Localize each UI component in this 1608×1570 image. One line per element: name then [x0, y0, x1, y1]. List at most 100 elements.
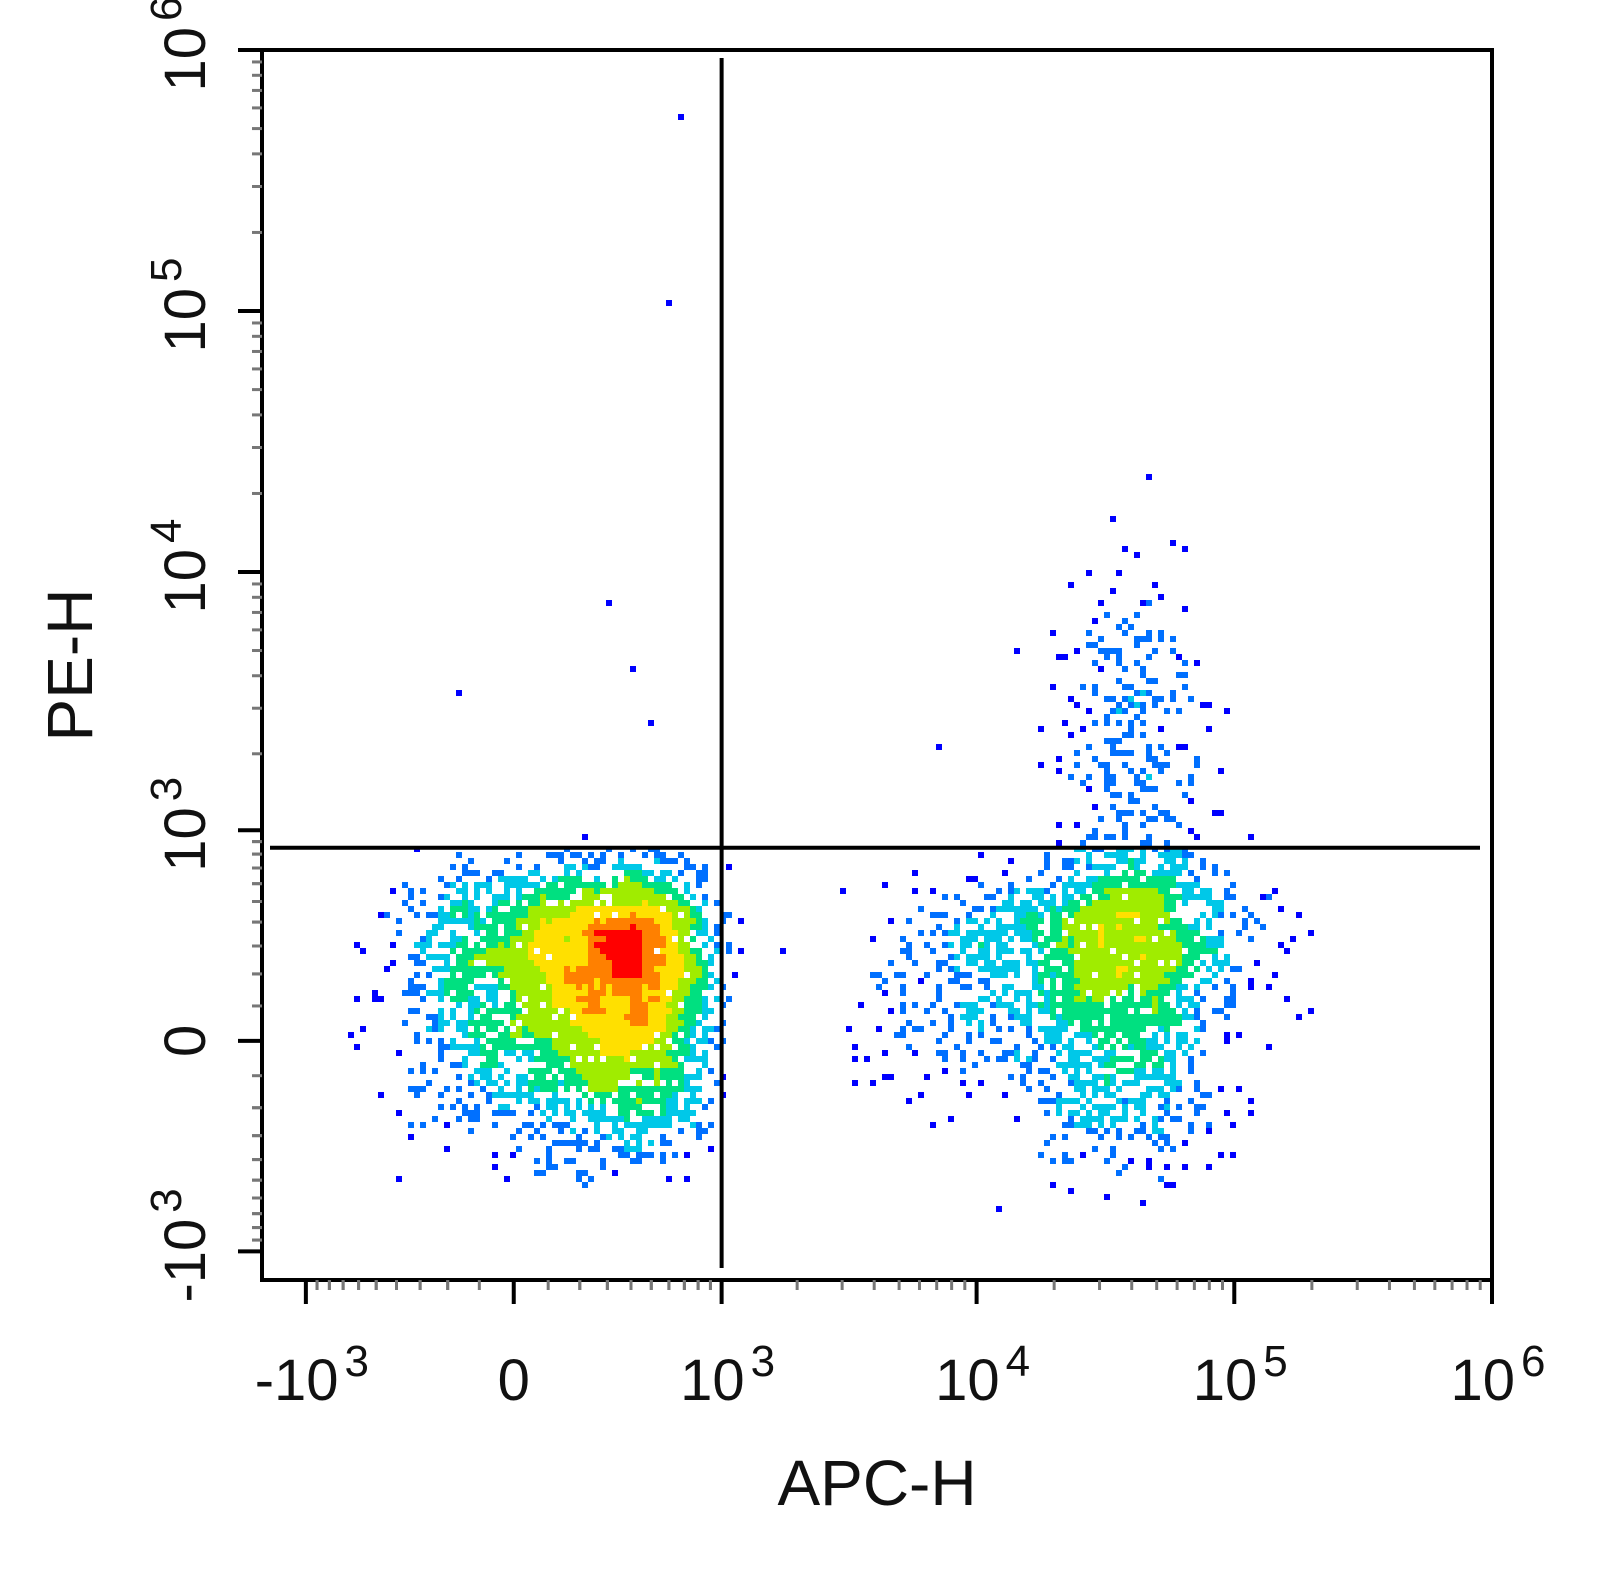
event-dot [600, 1158, 606, 1164]
event-dot [606, 906, 612, 912]
event-dot [1110, 1152, 1116, 1158]
event-dot [1080, 1062, 1086, 1068]
event-dot [582, 1020, 588, 1026]
event-dot [1044, 942, 1050, 948]
event-dot [630, 972, 636, 978]
event-dot [1230, 1122, 1236, 1128]
event-dot [1002, 972, 1008, 978]
event-dot [534, 1002, 540, 1008]
event-dot [1200, 1104, 1206, 1110]
event-dot [528, 954, 534, 960]
event-dot [462, 1110, 468, 1116]
event-dot [1206, 966, 1212, 972]
event-dot [1164, 870, 1170, 876]
event-dot [660, 954, 666, 960]
event-dot [1074, 1068, 1080, 1074]
event-dot [696, 1068, 702, 1074]
event-dot [1134, 774, 1140, 780]
event-dot [1158, 984, 1164, 990]
event-dot [702, 972, 708, 978]
event-dot [726, 864, 732, 870]
event-dot [1152, 756, 1158, 762]
event-dot [630, 996, 636, 1002]
event-dot [504, 882, 510, 888]
event-dot [1158, 1074, 1164, 1080]
event-dot [1146, 954, 1152, 960]
event-dot [444, 984, 450, 990]
event-dot [594, 1092, 600, 1098]
event-dot [696, 948, 702, 954]
event-dot [522, 882, 528, 888]
event-dot [432, 990, 438, 996]
event-dot [522, 966, 528, 972]
event-dot [1092, 1104, 1098, 1110]
event-dot [1188, 882, 1194, 888]
event-dot [1158, 954, 1164, 960]
event-dot [594, 888, 600, 894]
event-dot [684, 1110, 690, 1116]
event-dot [570, 876, 576, 882]
event-dot [666, 888, 672, 894]
event-dot [486, 960, 492, 966]
event-dot [660, 1008, 666, 1014]
y-tick-label: 103 [142, 777, 218, 872]
event-dot [516, 906, 522, 912]
event-dot [660, 1014, 666, 1020]
event-dot [540, 936, 546, 942]
event-dot [414, 1032, 420, 1038]
event-dot [1038, 888, 1044, 894]
event-dot [1074, 1080, 1080, 1086]
event-dot [528, 882, 534, 888]
event-dot [630, 1134, 636, 1140]
event-dot [606, 1026, 612, 1032]
event-dot [600, 1134, 606, 1140]
event-dot [654, 1056, 660, 1062]
event-dot [1116, 930, 1122, 936]
event-dot [660, 1002, 666, 1008]
event-dot [438, 978, 444, 984]
event-dot [606, 942, 612, 948]
event-dot [702, 1032, 708, 1038]
event-dot [1152, 870, 1158, 876]
event-dot [492, 1056, 498, 1062]
event-dot [1206, 942, 1212, 948]
event-dot [564, 1080, 570, 1086]
event-dot [642, 918, 648, 924]
event-dot [618, 1134, 624, 1140]
event-dot [552, 1122, 558, 1128]
event-dot [456, 1098, 462, 1104]
event-dot [1152, 1020, 1158, 1026]
event-dot [936, 1038, 942, 1044]
event-dot [1176, 780, 1182, 786]
event-dot [1230, 966, 1236, 972]
event-dot [558, 912, 564, 918]
event-dot [1188, 930, 1194, 936]
event-dot [1122, 948, 1128, 954]
event-dot [1188, 954, 1194, 960]
event-dot [960, 972, 966, 978]
event-dot [1050, 1014, 1056, 1020]
event-dot [480, 1032, 486, 1038]
event-dot [1122, 546, 1128, 552]
event-dot [672, 1098, 678, 1104]
event-dot [1140, 894, 1146, 900]
event-dot [612, 972, 618, 978]
event-dot [528, 948, 534, 954]
event-dot [1110, 588, 1116, 594]
event-dot [1062, 888, 1068, 894]
event-dot [1134, 1032, 1140, 1038]
event-dot [684, 912, 690, 918]
event-dot [1140, 1092, 1146, 1098]
event-dot [1074, 996, 1080, 1002]
event-dot [546, 888, 552, 894]
event-dot [1122, 996, 1128, 1002]
event-dot [1014, 1116, 1020, 1122]
event-dot [1176, 1044, 1182, 1050]
event-dot [1110, 1020, 1116, 1026]
event-dot [1068, 1080, 1074, 1086]
event-dot [1182, 864, 1188, 870]
event-dot [1116, 702, 1122, 708]
event-dot [660, 930, 666, 936]
event-dot [1248, 936, 1254, 942]
event-dot [468, 1002, 474, 1008]
